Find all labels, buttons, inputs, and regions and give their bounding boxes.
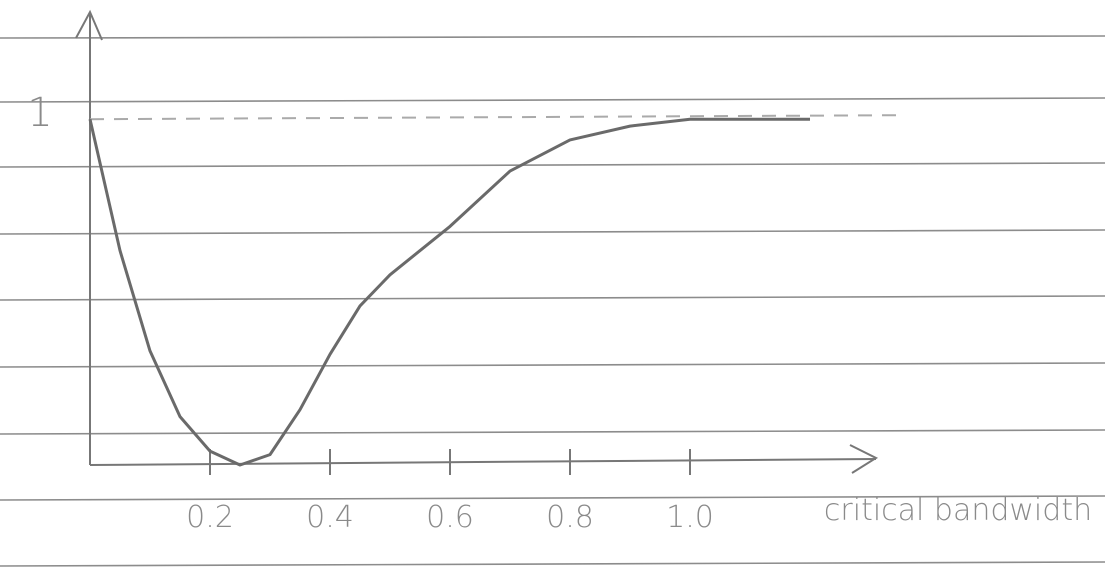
x-axis-label: critical bandwidth — [824, 493, 1092, 528]
x-tick-label: 0.8 — [546, 500, 594, 535]
x-tick-label: 0.4 — [306, 500, 354, 535]
grid-line — [89, 114, 901, 121]
x-tick-label: 0.2 — [186, 500, 234, 535]
x-axis-arrow — [849, 444, 879, 474]
paper-rules — [0, 35, 1105, 567]
y-tick-label: 1 — [27, 90, 52, 136]
line — [88, 117, 810, 467]
x-tick-label: 1.0 — [666, 500, 714, 535]
y-axis-arrow — [75, 9, 103, 41]
x-tick-label: 0.6 — [426, 500, 474, 535]
x-axis — [89, 458, 877, 466]
